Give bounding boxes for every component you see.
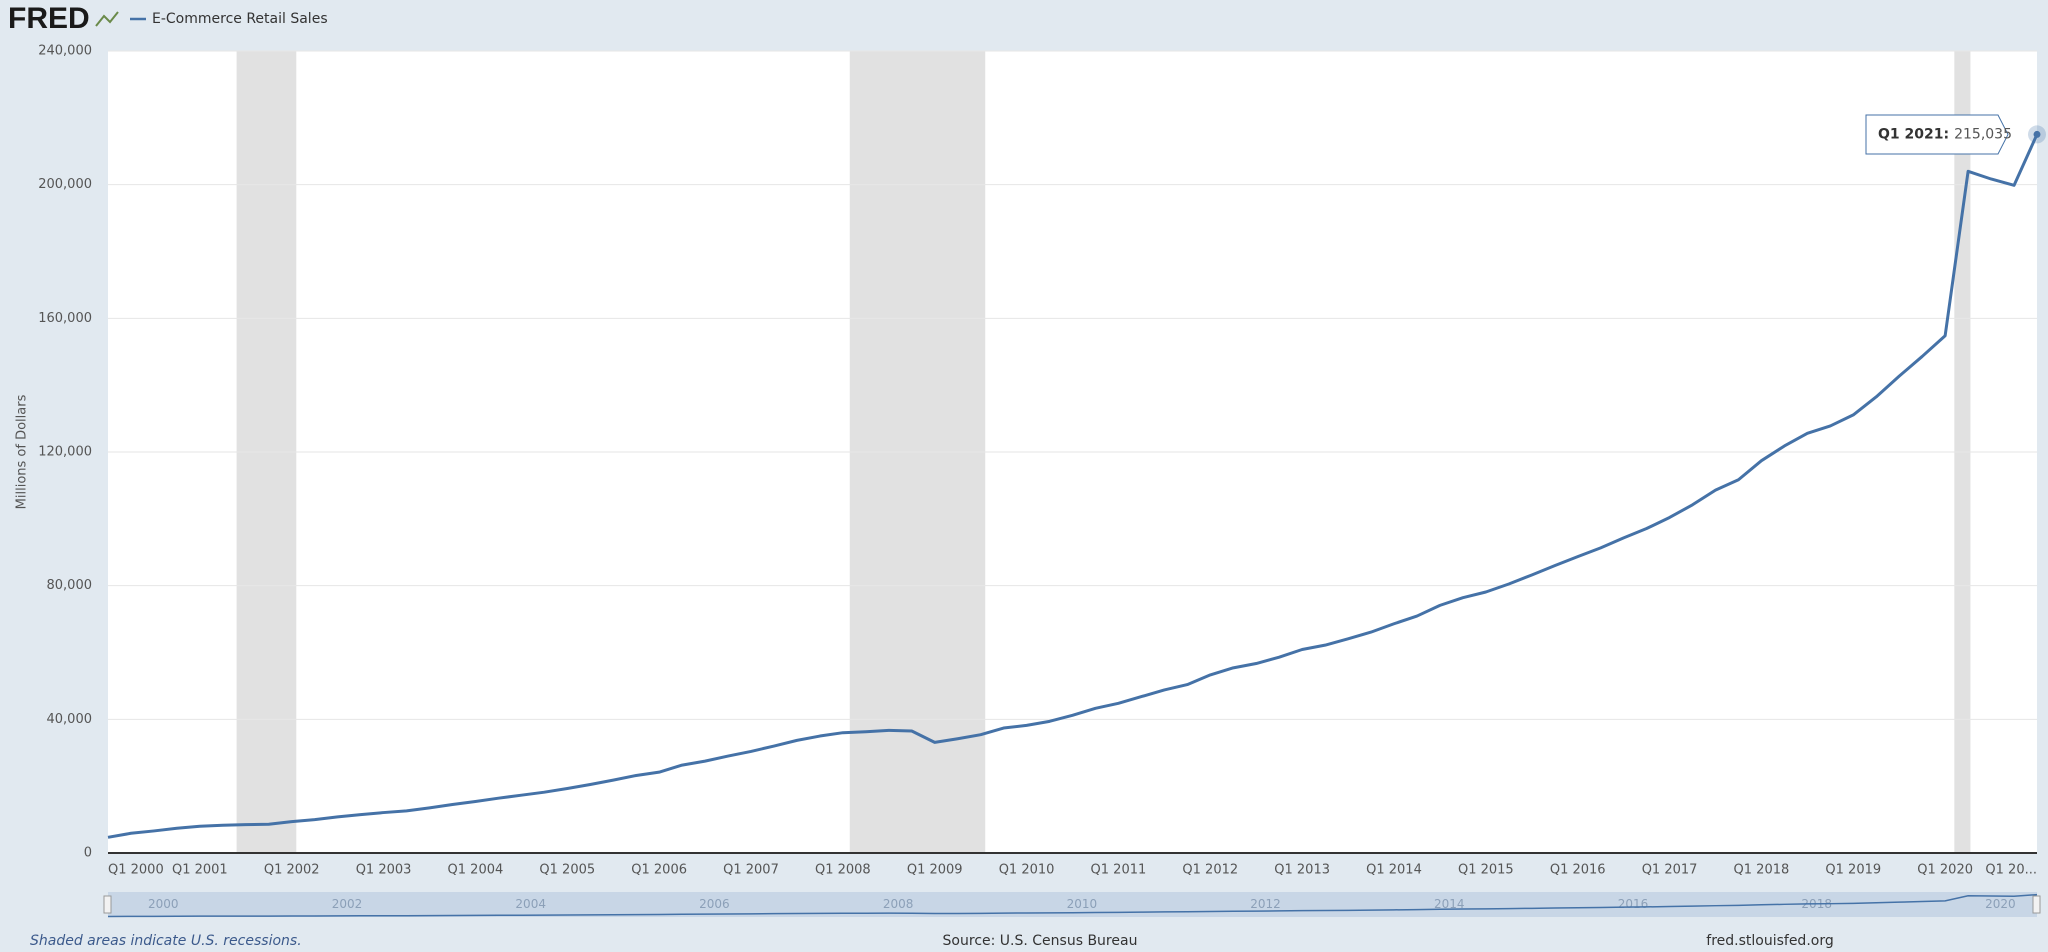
x-tick-label: Q1 2004 [448,863,504,878]
x-tick-label: Q1 2019 [1825,863,1881,878]
x-tick-label: Q1 2010 [999,863,1055,878]
point-marker [2033,130,2041,138]
x-tick-label: Q1 2014 [1366,863,1422,878]
tooltip-box [1865,114,2009,155]
legend-label: E-Commerce Retail Sales [152,11,328,27]
x-tick-label: Q1 2002 [264,863,320,878]
x-tick-label: Q1 2018 [1734,863,1790,878]
tooltip-text: Q1 2021: 215,035 [1878,127,2012,143]
y-tick-label: 240,000 [38,44,92,59]
y-tick-label: 200,000 [38,177,92,192]
x-tick-label: Q1 2000 [108,863,164,878]
x-tick-label: Q1 2013 [1274,863,1330,878]
navigator-label: 2006 [699,897,730,911]
x-tick-label: Q1 2003 [356,863,412,878]
y-tick-label: 40,000 [47,712,93,727]
navigator-label: 2004 [515,897,546,911]
y-tick-label: 160,000 [38,311,92,326]
y-tick-label: 80,000 [47,578,93,593]
x-tick-label: Q1 2011 [1091,863,1147,878]
navigator-label: 2012 [1250,897,1281,911]
x-tick-label: Q1 2015 [1458,863,1514,878]
navigator-handle [2032,895,2041,914]
y-tick-label: 120,000 [38,445,92,460]
x-tick-label: Q1 20... [1985,863,2037,878]
x-tick-label: Q1 2006 [631,863,687,878]
navigator-line [107,893,2038,918]
navigator-label: 2002 [332,897,363,911]
footer-site: fred.stlouisfed.org [1706,933,1833,949]
footer-note: Shaded areas indicate U.S. recessions. [30,933,302,949]
tooltip-value: 215,035 [1954,127,2012,143]
navigator-label: 2016 [1618,897,1649,911]
x-tick-label: Q1 2016 [1550,863,1606,878]
data-line [107,133,2039,839]
x-tick-label: Q1 2005 [539,863,595,878]
navigator-handle [103,895,112,914]
logo-icon [95,11,119,27]
footer-source: Source: U.S. Census Bureau [943,933,1138,949]
navigator-label: 2000 [148,897,179,911]
x-tick-label: Q1 2001 [172,863,228,878]
tooltip-label: Q1 2021: [1878,127,1949,143]
x-tick-label: Q1 2012 [1182,863,1238,878]
x-tick-label: Q1 2009 [907,863,963,878]
navigator-label: 2008 [883,897,914,911]
navigator-label: 2020 [1985,897,2016,911]
x-tick-label: Q1 2020 [1917,863,1973,878]
logo: FRED [8,2,90,35]
x-tick-label: Q1 2007 [723,863,779,878]
navigator-label: 2014 [1434,897,1465,911]
x-tick-label: Q1 2017 [1642,863,1698,878]
navigator-label: 2010 [1067,897,1098,911]
y-axis-label: Millions of Dollars [15,394,30,509]
y-tick-label: 0 [84,846,92,861]
x-tick-label: Q1 2008 [815,863,871,878]
